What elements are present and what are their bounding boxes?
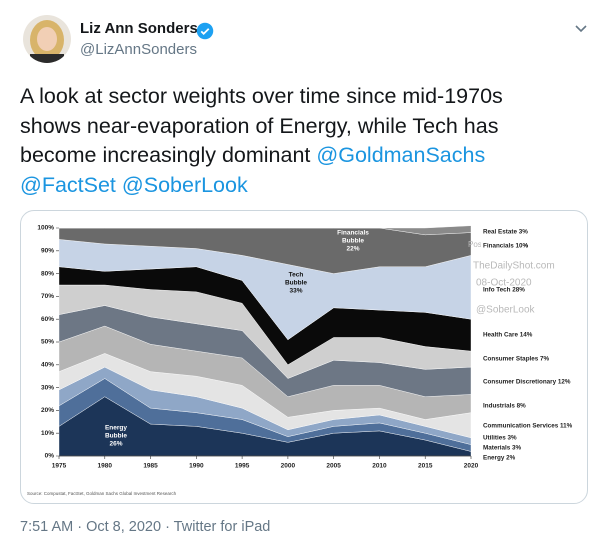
y-tick-label: 80% bbox=[41, 270, 54, 277]
annotation: Financials bbox=[337, 230, 369, 237]
annotation: Energy bbox=[105, 425, 127, 432]
timestamp[interactable]: 7:51 AM · Oct 8, 2020 · Twitter for iPad bbox=[20, 519, 271, 535]
x-tick-label: 1995 bbox=[235, 463, 250, 470]
legend-label: Utilities 3% bbox=[483, 435, 517, 442]
x-tick-label: 2005 bbox=[326, 463, 341, 470]
y-tick-label: 60% bbox=[41, 316, 54, 323]
more-menu[interactable] bbox=[574, 24, 588, 34]
verified-badge bbox=[196, 22, 214, 40]
legend-label: Energy 2% bbox=[483, 455, 516, 462]
mention[interactable]: @GoldmanSachs bbox=[316, 143, 486, 167]
y-tick-label: 90% bbox=[41, 248, 54, 255]
area bbox=[59, 225, 472, 236]
legend-label: Info Tech 28% bbox=[483, 287, 525, 294]
y-tick-label: 100% bbox=[37, 225, 54, 232]
watermark: @SoberLook bbox=[476, 305, 536, 316]
label-backdrop bbox=[481, 241, 525, 250]
handle[interactable]: @LizAnnSonders bbox=[80, 41, 197, 58]
y-tick-label: 10% bbox=[41, 430, 54, 437]
watermark: 08-Oct-2020 bbox=[476, 278, 532, 289]
text-segment: become increasingly dominant bbox=[20, 143, 311, 167]
y-tick-label: 20% bbox=[41, 407, 54, 414]
annotation: 22% bbox=[346, 246, 359, 253]
annotation: Bubble bbox=[285, 280, 307, 287]
avatar[interactable] bbox=[22, 14, 72, 64]
annotation: 26% bbox=[109, 441, 122, 448]
y-tick-label: 50% bbox=[41, 339, 54, 346]
x-tick-label: 1980 bbox=[98, 463, 113, 470]
text-line: shows near-evaporation of Energy, while … bbox=[20, 113, 499, 138]
x-tick-label: 2000 bbox=[281, 463, 296, 470]
y-tick-label: 70% bbox=[41, 293, 54, 300]
text-line: @FactSet @SoberLook bbox=[20, 171, 503, 201]
x-tick-label: 1990 bbox=[189, 463, 204, 470]
y-tick-label: 0% bbox=[45, 453, 55, 460]
media[interactable]: 0% 10% 20% 30% 40% 50% 60% 70% 80% 90% 100% 1975 198… bbox=[20, 210, 588, 504]
tweet-text: A look at sector weights over time since… bbox=[20, 82, 503, 200]
x-tick-label: 2010 bbox=[372, 463, 387, 470]
source-note: Source: Compustat, FactSet, Goldman Sach… bbox=[27, 491, 177, 496]
x-tick-label: 2020 bbox=[464, 463, 479, 470]
legend-label: Financials 10% bbox=[483, 243, 529, 250]
legend-label: Materials 3% bbox=[483, 445, 522, 452]
x-tick-label: 1975 bbox=[52, 463, 67, 470]
legend-label: Communication Services 11% bbox=[483, 423, 573, 430]
annotation: 33% bbox=[289, 288, 302, 295]
annotation: Bubble bbox=[342, 238, 364, 245]
legend-label: Real Estate 3% bbox=[483, 229, 528, 236]
text-line: become increasingly dominant @GoldmanSac… bbox=[20, 141, 503, 171]
legend-label: Consumer Staples 7% bbox=[483, 356, 550, 363]
y-tick-label: 40% bbox=[41, 362, 54, 369]
text-line: A look at sector weights over time since… bbox=[20, 84, 503, 108]
legend-label: Health Care 14% bbox=[483, 332, 533, 339]
x-tick-label: 2015 bbox=[418, 463, 433, 470]
annotation: Bubble bbox=[105, 433, 127, 440]
legend-label: Consumer Discretionary 12% bbox=[483, 379, 571, 386]
annotation: Tech bbox=[289, 272, 304, 279]
watermark: TheDailyShot.com bbox=[473, 261, 555, 272]
legend-label: Industrials 8% bbox=[483, 403, 526, 410]
chart: 0% 10% 20% 30% 40% 50% 60% 70% 80% 90% 100% 1975 198… bbox=[27, 225, 573, 496]
y-tick-label: 30% bbox=[41, 384, 54, 391]
mention[interactable]: @SoberLook bbox=[121, 172, 248, 197]
mention[interactable]: @FactSet bbox=[20, 172, 116, 197]
display-name[interactable]: Liz Ann Sonders bbox=[80, 20, 198, 37]
x-tick-label: 1985 bbox=[143, 463, 158, 470]
